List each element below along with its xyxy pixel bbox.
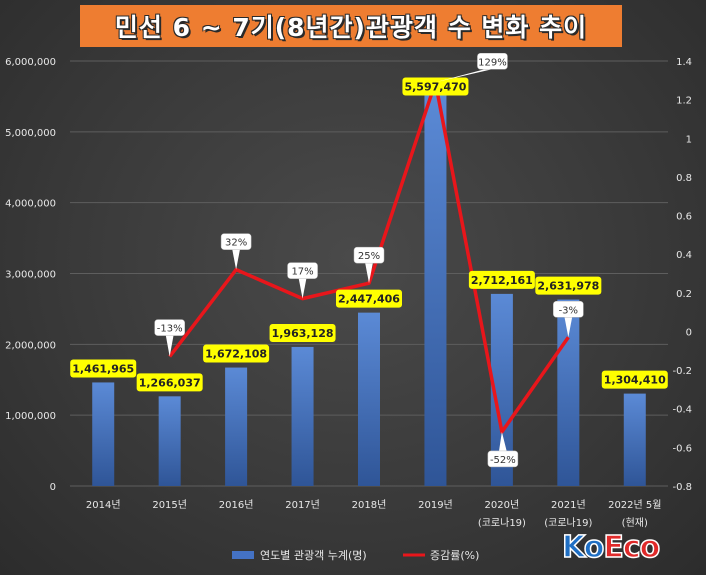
x-tick-label: (현재)	[622, 517, 648, 529]
y-right-tick-label: 0.8	[676, 173, 692, 184]
callout-box	[287, 262, 318, 279]
title-banner: 민선 6 ~ 7기(8년간)관광객 수 변화 추이	[80, 5, 622, 47]
x-tick-label: (코로나19)	[478, 517, 526, 529]
y-right-tick-label: -0.6	[672, 443, 692, 454]
bar-label-box	[136, 373, 203, 392]
bar	[490, 293, 513, 486]
bar-label-box	[535, 276, 602, 295]
callout-pointer	[298, 277, 307, 299]
y-right-tick-label: -0.8	[672, 482, 692, 493]
x-tick-label: 2018년	[352, 499, 387, 511]
growth-rate-label: 25%	[358, 251, 380, 262]
x-tick-label: 2016년	[219, 499, 254, 511]
x-tick-label: 2017년	[285, 499, 320, 511]
bar-value-label: 1,672,108	[205, 348, 267, 361]
x-tick-label: 2022년 5월	[608, 499, 661, 511]
callout-pointer	[365, 262, 373, 284]
bar	[225, 367, 248, 486]
bar	[623, 393, 646, 486]
y-right-tick-label: -0.2	[672, 366, 692, 377]
x-tick-label: 2015년	[152, 499, 187, 511]
x-tick-label: 2019년	[418, 499, 453, 511]
legend-bar-swatch	[232, 551, 254, 559]
y-right-tick-label: 0.2	[676, 289, 692, 300]
growth-rate-label: 32%	[225, 238, 247, 249]
legend-line-label: 증감률(%)	[430, 549, 479, 562]
x-tick-label: (코로나19)	[544, 517, 592, 529]
bar-label-box	[468, 270, 535, 289]
bar	[424, 89, 447, 486]
bar-label-box	[336, 289, 402, 308]
callout-pointer	[498, 431, 507, 452]
y-left-tick-label: 2,000,000	[5, 340, 56, 351]
y-right-tick-label: -0.4	[672, 405, 692, 416]
legend-bar-label: 연도별 관광객 누계(명)	[260, 549, 367, 562]
y-right-tick-label: 0.4	[676, 250, 692, 261]
callout-pointer	[435, 68, 497, 83]
x-tick-label: 2020년	[485, 499, 520, 511]
bar-label-box	[269, 323, 336, 342]
growth-rate-label: -52%	[490, 455, 516, 466]
y-right-tick-label: 1.4	[676, 57, 692, 68]
callout-pointer	[165, 334, 174, 357]
y-right-tick-label: 1	[686, 134, 692, 145]
callout-box	[154, 319, 185, 336]
y-left-tick-label: 4,000,000	[5, 199, 56, 210]
bar	[358, 312, 380, 486]
chart-title: 민선 6 ~ 7기(8년간)관광객 수 변화 추이	[114, 13, 588, 42]
bar	[92, 382, 115, 486]
bar-value-label: 2,712,161	[471, 274, 533, 287]
callout-box	[477, 53, 508, 70]
bar	[158, 396, 181, 486]
koeco-logo: KoEco	[561, 529, 661, 566]
bar-value-label: 2,447,406	[338, 293, 400, 306]
y-left-tick-label: 0	[50, 482, 56, 493]
growth-rate-label: -13%	[157, 324, 183, 335]
callout-pointer	[232, 248, 241, 270]
callout-pointer	[564, 316, 573, 338]
y-right-tick-label: 1.2	[676, 96, 692, 107]
y-left-tick-label: 5,000,000	[5, 128, 56, 139]
y-left-tick-label: 1,000,000	[5, 411, 56, 422]
y-left-tick-label: 6,000,000	[5, 57, 56, 68]
bar-value-label: 1,304,410	[604, 374, 666, 387]
y-left-tick-label: 3,000,000	[5, 270, 56, 281]
bar-value-label: 5,597,470	[404, 81, 466, 94]
growth-rate-label: -3%	[559, 305, 578, 316]
bar-label-box	[402, 77, 469, 96]
bar-label-box	[70, 359, 137, 378]
bar-value-label: 1,266,037	[139, 376, 201, 389]
y-right-tick-label: 0.6	[676, 212, 692, 223]
callout-box	[487, 450, 519, 468]
callout-box	[553, 301, 584, 318]
y-right-tick-label: 0	[686, 327, 692, 338]
bar-label-box	[203, 344, 270, 363]
bar-label-box	[601, 370, 668, 389]
callout-box	[220, 233, 252, 250]
bar-value-label: 1,461,965	[72, 362, 134, 375]
bar-value-label: 2,631,978	[537, 280, 599, 293]
growth-rate-label: 129%	[478, 57, 507, 68]
growth-rate-label: 17%	[291, 267, 313, 278]
x-tick-label: 2014년	[86, 499, 121, 511]
callout-box	[353, 246, 385, 264]
bar-value-label: 1,963,128	[272, 327, 334, 340]
x-tick-label: 2021년	[551, 499, 586, 511]
bar	[291, 346, 314, 486]
